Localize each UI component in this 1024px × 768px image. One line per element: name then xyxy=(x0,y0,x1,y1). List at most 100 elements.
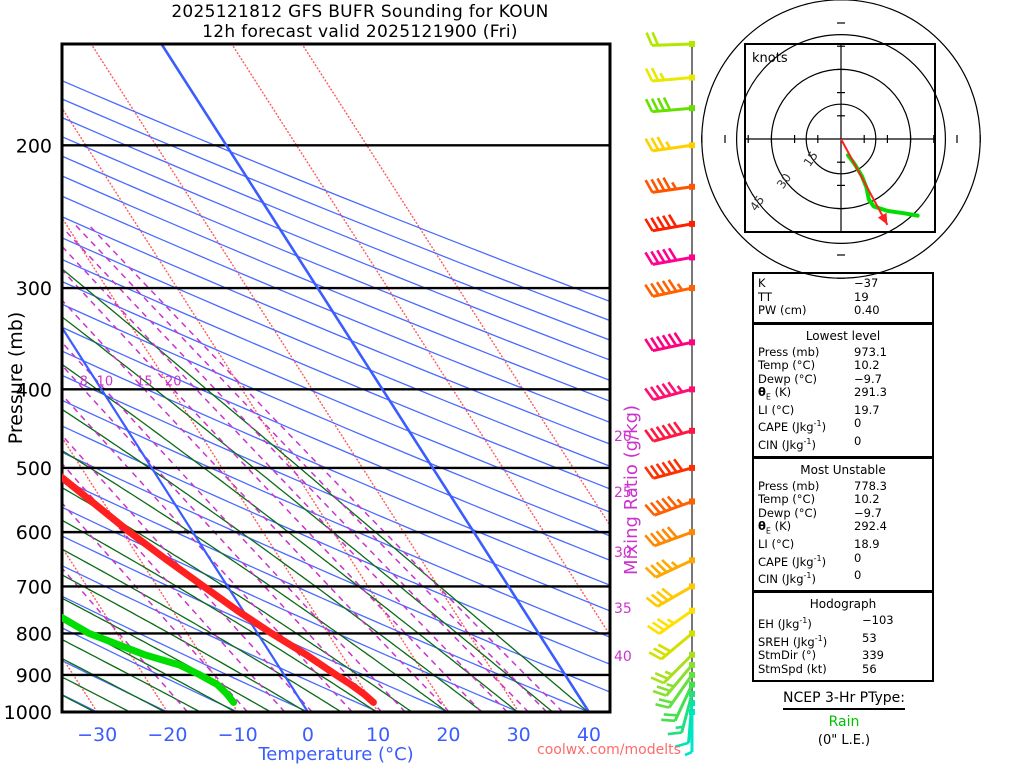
index-value: 973.1 xyxy=(854,344,887,359)
index-value: 0 xyxy=(854,416,862,431)
index-value: 0 xyxy=(854,433,862,448)
temperature-tick-20: 20 xyxy=(436,724,460,746)
index-value: −9.7 xyxy=(854,505,882,520)
index-key: θE (K) xyxy=(758,385,792,402)
index-row: CIN (Jkg-1) 0 xyxy=(754,433,932,452)
temperature-tick-30: 30 xyxy=(507,724,531,746)
index-value: 18.9 xyxy=(854,537,880,552)
wind-barb xyxy=(644,421,695,443)
index-key: K xyxy=(758,276,766,290)
most-unstable-heading: Most Unstable xyxy=(800,462,886,477)
index-key: CIN (Jkg-1) xyxy=(758,571,817,586)
index-value: 10.2 xyxy=(854,358,880,372)
index-key: LI (°C) xyxy=(758,537,795,552)
index-row: LI (°C) 19.7 xyxy=(754,402,932,418)
index-value: 0 xyxy=(854,550,862,565)
most-unstable-section: Most Unstable Press (mb) 778.3 Temp (°C) 10… xyxy=(752,456,934,592)
index-row: CAPE (Jkg-1) 0 xyxy=(754,550,932,569)
index-key: CIN (Jkg-1) xyxy=(758,436,817,452)
mixing-ratio-right-label-25: 25 xyxy=(614,485,632,501)
index-row: Dewp (°C) −9.7 xyxy=(754,371,932,387)
index-value: 56 xyxy=(862,661,877,676)
index-key: Press (mb) xyxy=(758,344,820,359)
index-row: StmSpd (kt) 56 xyxy=(754,661,932,677)
title-line-1: 2025121812 GFS BUFR Sounding for KOUN xyxy=(171,2,549,22)
wind-barb xyxy=(652,661,695,697)
mixing-ratio-label-10: 10 xyxy=(97,374,114,389)
chart-title: 2025121812 GFS BUFR Sounding for KOUN 12… xyxy=(0,2,720,42)
wind-barb xyxy=(645,583,695,608)
index-key: Dewp (°C) xyxy=(758,371,818,386)
index-key: StmSpd (kt) xyxy=(758,661,827,676)
title-line-2: 12h forecast valid 2025121900 (Fri) xyxy=(202,22,518,42)
wind-barb xyxy=(644,458,695,480)
mixing-ratio-label-8: 8 xyxy=(80,374,88,389)
wind-barb xyxy=(646,607,695,635)
mixing-ratio-label-15: 15 xyxy=(136,374,153,389)
index-value: 19 xyxy=(854,289,869,304)
temperature-axis-label: Temperature (°C) xyxy=(257,744,413,765)
wind-barb xyxy=(644,67,695,83)
index-key: TT xyxy=(758,289,772,304)
index-key: CAPE (Jkg-1) xyxy=(758,553,827,569)
index-row: Press (mb) 778.3 xyxy=(754,479,932,494)
index-key: θE (K) xyxy=(758,519,792,536)
index-row: Temp (°C) 10.2 xyxy=(754,358,932,373)
ptype-header: NCEP 3-Hr PType: xyxy=(783,690,905,710)
plot-frame xyxy=(60,42,612,714)
temperature-tick-0: 0 xyxy=(302,724,314,746)
pressure-tick-1000: 1000 xyxy=(4,702,52,724)
wind-barb-column xyxy=(644,31,695,757)
hodograph-stats-heading: Hodograph xyxy=(809,597,877,612)
mixing-ratio-right-label-40: 40 xyxy=(614,649,632,665)
isobar-lines xyxy=(62,144,610,714)
wind-barb xyxy=(644,495,695,517)
index-row: TT 19 xyxy=(754,289,932,305)
wind-barb xyxy=(644,381,695,402)
wind-barb xyxy=(655,671,695,709)
pressure-tick-200: 200 xyxy=(16,135,52,157)
index-value: 19.7 xyxy=(854,402,880,417)
indices-top-section: K −37 TT 19 PW (cm) 0.40 xyxy=(752,272,934,323)
temperature-curve xyxy=(62,473,377,706)
index-value: −37 xyxy=(854,276,879,290)
dry-adiabat-lines xyxy=(62,79,610,712)
lowest-level-section: Lowest level Press (mb) 973.1 Temp (°C) 10.… xyxy=(752,322,934,457)
index-value: 0 xyxy=(854,568,862,583)
index-key: Temp (°C) xyxy=(758,492,816,507)
wind-barb xyxy=(644,97,695,114)
index-key: LI (°C) xyxy=(758,402,795,417)
index-value: 291.3 xyxy=(854,385,887,399)
index-row: CIN (Jkg-1) 0 xyxy=(754,568,932,586)
pressure-tick-700: 700 xyxy=(16,576,52,598)
wind-barb xyxy=(650,651,695,685)
storm-motion-arrowhead xyxy=(877,212,888,225)
wind-barb xyxy=(644,332,695,353)
index-row: CAPE (Jkg-1) 0 xyxy=(754,416,932,434)
wind-barb xyxy=(661,681,695,723)
index-row: θE (K) 291.3 xyxy=(754,385,932,404)
indices-panel: K −37 TT 19 PW (cm) 0.40 Lowest level Press (… xyxy=(752,272,934,683)
index-value: −103 xyxy=(862,613,894,628)
index-row: Temp (°C) 10.2 xyxy=(754,493,932,507)
index-key: EH (Jkg-1) xyxy=(758,616,812,632)
wind-barb xyxy=(667,690,695,736)
wind-barb xyxy=(644,526,695,548)
wind-barb xyxy=(648,630,695,661)
wind-barb xyxy=(644,247,695,266)
dewpoint-curve xyxy=(62,613,238,706)
wind-barb xyxy=(644,279,695,298)
index-value: 53 xyxy=(862,630,877,645)
wind-barb xyxy=(644,214,695,233)
temperature-tick-10: 10 xyxy=(366,724,390,746)
index-row: Dewp (°C) −9.7 xyxy=(754,505,932,521)
mixing-ratio-right-label-20: 20 xyxy=(614,429,632,445)
temperature-tick--30: −30 xyxy=(77,724,117,746)
index-row: K −37 xyxy=(754,276,932,291)
index-key: PW (cm) xyxy=(758,303,807,317)
pressure-tick-400: 400 xyxy=(16,379,52,401)
index-row: EH (Jkg-1) −103 xyxy=(754,613,932,632)
pressure-tick-300: 300 xyxy=(16,278,52,300)
ptype-panel: NCEP 3-Hr PType: Rain (0" L.E.) xyxy=(744,690,944,748)
